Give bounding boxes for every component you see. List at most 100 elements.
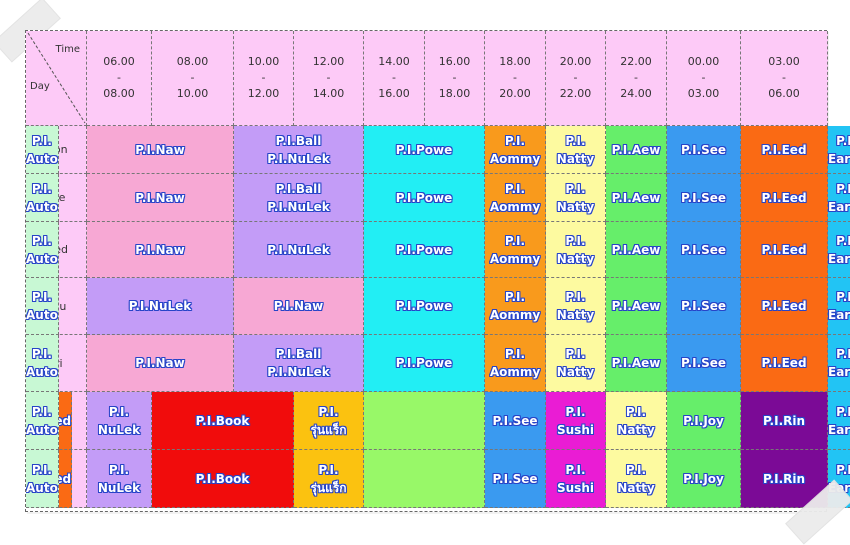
slot-label: P.I.Naw xyxy=(273,299,324,313)
slot-label: P.I. xyxy=(31,133,52,148)
time-slot-header: 10.00 - 12.00 xyxy=(234,31,294,126)
slot-label: P.I.Ball xyxy=(275,181,322,196)
time-slot-text: - xyxy=(452,71,457,84)
schedule-slot: P.I. Natty xyxy=(546,335,606,392)
slot-label: P.I. xyxy=(31,233,52,248)
time-slot-text: 18.00 xyxy=(499,55,531,68)
slot-label: P.I.Aew xyxy=(611,190,661,205)
schedule-slot: P.I.Rin xyxy=(741,392,828,450)
slot-label: P.I.See xyxy=(680,142,727,157)
schedule-slot: P.I.NuLek xyxy=(87,392,152,450)
schedule-slot: P.I.See xyxy=(485,450,546,508)
schedule-slot: P.I. Earth xyxy=(828,278,850,335)
slot-label: P.I.NuLek xyxy=(128,299,192,313)
slot-label: Sushi xyxy=(557,422,594,437)
time-slot-text: 20.00 xyxy=(559,55,592,68)
schedule-slot: P.I.See xyxy=(667,222,741,278)
slot-label: Auto xyxy=(26,365,58,379)
slot-label: P.I.Eed xyxy=(761,190,807,205)
slot-label: P.I. xyxy=(31,404,52,419)
slot-label: P.I.Naw xyxy=(135,242,185,257)
slot-label: Natty xyxy=(617,480,655,495)
schedule-slot: P.I. Aommy xyxy=(485,278,546,335)
slot-label: Aommy xyxy=(489,308,541,322)
schedule-slot: P.I.Aew xyxy=(606,222,667,278)
slot-label: P.I.Eed xyxy=(761,356,807,370)
schedule-slot: P.I.Book xyxy=(152,450,294,508)
slot-label: Auto xyxy=(26,422,58,437)
slot-label: P.I.See xyxy=(680,299,727,313)
schedule-slot: P.I.Joy xyxy=(667,450,741,508)
schedule-slot: P.I.Aew xyxy=(606,278,667,335)
schedule-slot: P.I.NuLek xyxy=(87,450,152,508)
slot-label: P.I.See xyxy=(680,356,727,370)
slot-label: Aommy xyxy=(489,365,541,379)
time-slot-text: 16.00 xyxy=(438,55,471,68)
slot-label: P.I.Powe xyxy=(395,142,453,157)
slot-label: Auto xyxy=(26,251,58,266)
schedule-slot: P.I. Auto xyxy=(26,450,59,508)
slot-label: รุ่นแร็ก xyxy=(310,422,347,437)
slot-label: P.I. xyxy=(836,462,850,477)
slot-label: Earth xyxy=(828,151,850,166)
slot-label: Sushi xyxy=(557,480,594,495)
schedule-slot: P.I.Naw xyxy=(87,174,234,222)
slot-label: Earth xyxy=(828,422,850,437)
time-slot-text: 03.00 xyxy=(687,87,720,100)
slot-label: P.I.See xyxy=(492,413,538,428)
slot-label: P.I.Powe xyxy=(395,190,453,205)
slot-label: P.I. xyxy=(565,347,586,361)
slot-label: Auto xyxy=(26,480,58,495)
time-slot-header: 06.00 - 08.00 xyxy=(87,31,152,126)
schedule-slot: P.I. Auto xyxy=(26,126,59,174)
schedule-slot: P.I.See xyxy=(667,335,741,392)
time-slot-text: - xyxy=(190,71,195,84)
slot-label: P.I. xyxy=(625,462,647,477)
time-slot-text: 10.00 xyxy=(176,87,209,100)
time-slot-text: 18.00 xyxy=(438,87,471,100)
schedule-slot: P.I.Powe xyxy=(364,278,485,335)
slot-label: P.I.See xyxy=(680,190,727,205)
time-slot-header: 18.00 - 20.00 xyxy=(485,31,546,126)
slot-label: P.I.Eed xyxy=(761,299,807,313)
day-axis-label: Day xyxy=(30,81,50,92)
time-slot-text: 06.00 xyxy=(768,87,800,100)
schedule-slot: P.I.Aew xyxy=(606,174,667,222)
slot-label: P.I. xyxy=(31,347,52,361)
time-slot-text: 08.00 xyxy=(176,55,209,68)
slot-label: P.I.Book xyxy=(195,413,250,428)
slot-label: NuLek xyxy=(97,422,141,437)
time-slot-header: 16.00 - 18.00 xyxy=(425,31,485,126)
schedule-slot: P.I.Naw xyxy=(87,126,234,174)
schedule-slot: P.I.Ball P.I.NuLek xyxy=(234,174,364,222)
time-slot-text: - xyxy=(513,71,517,84)
slot-label: Natty xyxy=(556,308,595,322)
slot-label: Auto xyxy=(26,308,58,322)
schedule-slot: P.I. Auto xyxy=(26,278,59,335)
slot-label: P.I. xyxy=(565,290,586,304)
schedule-slot-empty xyxy=(364,450,485,508)
schedule-slot: P.I.NuLek xyxy=(234,222,364,278)
slot-label: P.I. xyxy=(504,347,526,361)
time-slot-text: 10.00 xyxy=(247,55,280,68)
schedule-slot: P.I.Ball P.I.NuLek xyxy=(234,126,364,174)
schedule-slot: P.I. รุ่นแร็ก xyxy=(294,450,364,508)
schedule-slot: P.I. Earth xyxy=(828,222,850,278)
slot-label: P.I. xyxy=(504,290,526,304)
slot-label: P.I.Naw xyxy=(135,190,185,205)
slot-label: NuLek xyxy=(97,480,141,495)
slot-label: P.I.Rin xyxy=(762,471,806,486)
schedule-slot: P.I.Eed xyxy=(741,126,828,174)
schedule-slot: P.I.Book xyxy=(152,392,294,450)
slot-label: P.I.Rin xyxy=(762,413,806,428)
slot-label: Natty xyxy=(556,199,595,214)
schedule-slot: P.I.Powe xyxy=(364,222,485,278)
schedule-slot: P.I. Aommy xyxy=(485,222,546,278)
schedule-slot: P.I. Natty xyxy=(546,278,606,335)
schedule-slot: P.I. Auto xyxy=(26,222,59,278)
slot-label: P.I.Joy xyxy=(683,471,724,486)
slot-label: P.I. xyxy=(504,133,526,148)
slot-label: P.I. xyxy=(565,133,586,148)
schedule-slot: P.I.Naw xyxy=(234,278,364,335)
schedule-slot: P.I.Ball P.I.NuLek xyxy=(234,335,364,392)
